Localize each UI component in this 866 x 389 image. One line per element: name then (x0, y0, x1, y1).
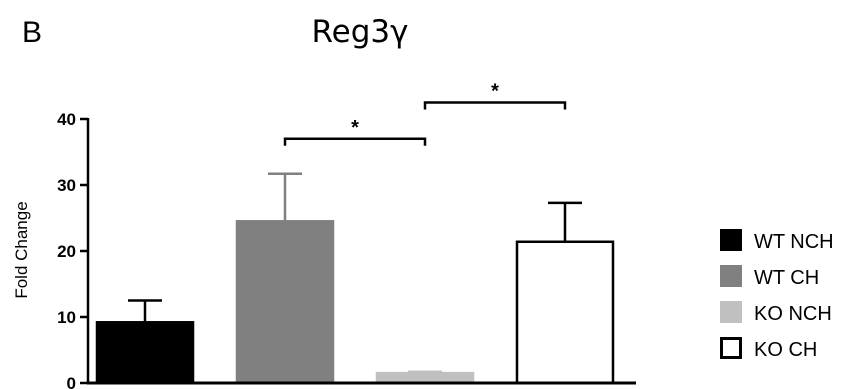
legend-label-0: WT NCH (754, 231, 834, 253)
axes: 0 10 20 30 40 (57, 110, 636, 389)
significance-bracket-1 (423, 101, 567, 110)
significance-bracket-0 (283, 137, 427, 146)
legend-swatch-3 (720, 337, 742, 359)
significance-brackets: ** (283, 81, 567, 146)
legend-swatch-0 (720, 229, 742, 251)
bar-ko-ch (515, 240, 615, 385)
y-axis-label: Fold Change (12, 201, 31, 298)
panel-letter: B (22, 16, 42, 49)
y-tick-label-30: 30 (57, 176, 76, 195)
legend-label-2: KO NCH (754, 303, 832, 325)
legend-swatch-2 (720, 301, 742, 323)
bars (95, 220, 615, 385)
y-tick-label-40: 40 (57, 110, 76, 129)
legend-label-3: KO CH (754, 339, 817, 361)
y-tick-label-0: 0 (67, 374, 76, 389)
legend-label-1: WT CH (754, 267, 819, 289)
significance-label-0: * (351, 117, 359, 139)
y-tick-label-20: 20 (57, 242, 76, 261)
bar-wt-ch (235, 220, 335, 385)
error-bars (128, 172, 582, 374)
legend: WT NCH WT CH KO NCH KO CH (720, 229, 834, 361)
legend-swatch-1 (720, 265, 742, 287)
chart-title: Reg3γ (312, 14, 409, 50)
significance-label-1: * (491, 81, 499, 103)
bar-wt-nch (95, 321, 195, 385)
y-tick-label-10: 10 (57, 308, 76, 327)
